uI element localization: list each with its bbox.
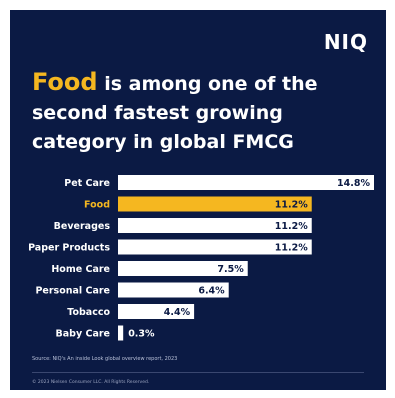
category-label: Baby Care xyxy=(56,329,110,340)
category-label: Personal Care xyxy=(35,286,110,297)
headline: Food is among one of the second fastest … xyxy=(32,68,372,157)
bar xyxy=(118,196,312,212)
bar xyxy=(118,304,195,319)
value-label: 7.5% xyxy=(217,264,244,275)
category-label: Food xyxy=(84,200,110,211)
headline-line3: category in global FMCG xyxy=(32,131,294,153)
value-label: 4.4% xyxy=(164,307,191,318)
bar xyxy=(118,239,312,255)
bar-chart: Pet Care 14.8% Food 11.2% Beverages 11.2% Pape… xyxy=(28,175,374,341)
headline-accent: Food xyxy=(32,68,98,96)
bar xyxy=(118,218,312,233)
bar xyxy=(118,282,229,298)
infographic-card: NIQ Food is among one of the second fast… xyxy=(10,10,386,390)
value-label: 6.4% xyxy=(198,286,225,297)
category-label: Beverages xyxy=(54,221,111,232)
headline-line1-rest: is among one of the xyxy=(97,73,318,95)
value-label: 11.2% xyxy=(275,221,308,232)
value-label: 0.3% xyxy=(128,329,155,340)
category-label: Paper Products xyxy=(28,243,110,254)
value-label: 14.8% xyxy=(337,178,370,189)
copyright-note: © 2023 Nielsen Consumer LLC. All Rights … xyxy=(32,380,150,385)
category-label: Home Care xyxy=(51,264,110,275)
value-label: 11.2% xyxy=(275,200,308,211)
category-label: Pet Care xyxy=(64,178,110,189)
headline-line2: second fastest growing xyxy=(32,102,283,124)
brand-logo: NIQ xyxy=(323,30,368,54)
footer-divider xyxy=(32,372,364,373)
bar xyxy=(118,261,248,276)
bar xyxy=(118,175,374,190)
value-label: 11.2% xyxy=(275,243,308,254)
category-label: Tobacco xyxy=(67,307,110,318)
headline-line1: Food is among one of the xyxy=(32,68,372,99)
source-note: Source: NIQ's An inside Look global over… xyxy=(32,356,178,362)
bar xyxy=(118,325,124,341)
